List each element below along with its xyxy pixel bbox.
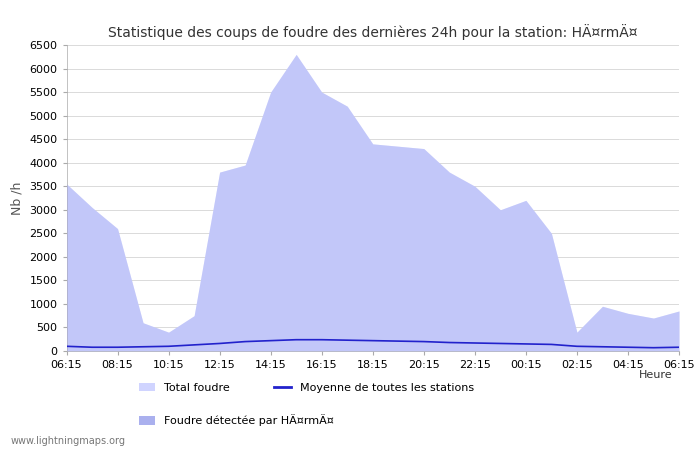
Text: Heure: Heure	[638, 370, 672, 380]
Legend: Foudre détectée par HÄ¤rmÄ¤: Foudre détectée par HÄ¤rmÄ¤	[139, 414, 334, 427]
Legend: Total foudre, Moyenne de toutes les stations: Total foudre, Moyenne de toutes les stat…	[139, 382, 474, 393]
Title: Statistique des coups de foudre des dernières 24h pour la station: HÄ¤rmÄ¤: Statistique des coups de foudre des dern…	[108, 24, 638, 40]
Text: www.lightningmaps.org: www.lightningmaps.org	[10, 436, 125, 446]
Y-axis label: Nb /h: Nb /h	[10, 181, 24, 215]
